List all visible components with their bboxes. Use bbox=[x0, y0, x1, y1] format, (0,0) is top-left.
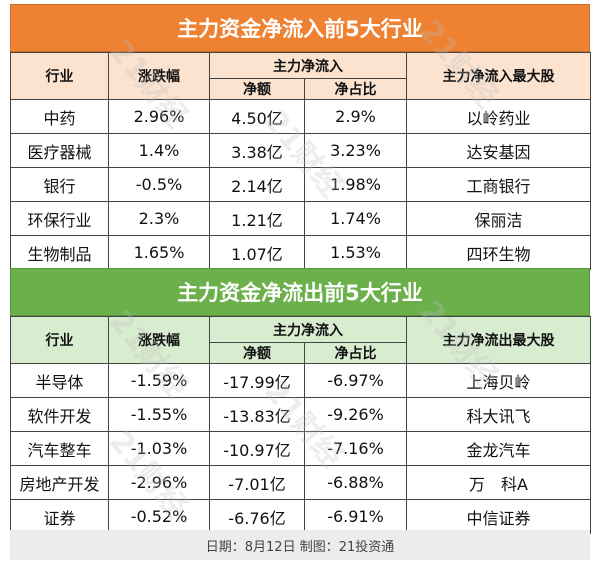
cell-stock: 金龙汽车 bbox=[406, 431, 591, 466]
cell-ratio: -6.91% bbox=[304, 499, 407, 534]
header-netflow-group: 主力净流入 bbox=[209, 52, 407, 79]
cell-change: -0.52% bbox=[108, 499, 210, 534]
cell-stock: 达安基因 bbox=[406, 133, 591, 168]
cell-amount: -17.99亿 bbox=[209, 363, 305, 398]
cell-amount: -13.83亿 bbox=[209, 397, 305, 432]
cell-ratio: 1.74% bbox=[304, 201, 407, 236]
cell-stock: 中信证券 bbox=[406, 499, 591, 534]
header-netflow-group: 主力净流入 bbox=[209, 316, 407, 343]
cell-industry: 软件开发 bbox=[10, 397, 109, 432]
cell-industry: 环保行业 bbox=[10, 201, 109, 236]
cell-stock: 四环生物 bbox=[406, 235, 591, 270]
cell-stock: 以岭药业 bbox=[406, 99, 591, 134]
inflow-subheader-row: 净额 净占比 bbox=[11, 78, 591, 100]
header-change: 涨跌幅 bbox=[108, 316, 210, 364]
cell-amount: 3.38亿 bbox=[209, 133, 305, 168]
cell-amount: 1.07亿 bbox=[209, 235, 305, 270]
footer-credit: 日期：8月12日 制图：21投资通 bbox=[10, 530, 590, 560]
cell-change: -1.59% bbox=[108, 363, 210, 398]
cell-ratio: -9.26% bbox=[304, 397, 407, 432]
cell-industry: 医疗器械 bbox=[10, 133, 109, 168]
table-row: 证券 -0.52% -6.76亿 -6.91% 中信证券 bbox=[10, 499, 591, 534]
cell-industry: 证券 bbox=[10, 499, 109, 534]
cell-industry: 房地产开发 bbox=[10, 465, 109, 500]
cell-change: -2.96% bbox=[108, 465, 210, 500]
cell-stock: 上海贝岭 bbox=[406, 363, 591, 398]
cell-ratio: 2.9% bbox=[304, 99, 407, 134]
table-row: 软件开发 -1.55% -13.83亿 -9.26% 科大讯飞 bbox=[10, 397, 591, 432]
table-row: 环保行业 2.3% 1.21亿 1.74% 保丽洁 bbox=[10, 201, 591, 236]
cell-industry: 中药 bbox=[10, 99, 109, 134]
outflow-title: 主力资金净流出前5大行业 bbox=[10, 268, 590, 316]
cell-amount: 4.50亿 bbox=[209, 99, 305, 134]
inflow-section: 主力资金净流入前5大行业 行业 涨跌幅 主力净流入 主力净流入最大股 净额 净占… bbox=[10, 4, 591, 270]
table-row: 银行 -0.5% 2.14亿 1.98% 工商银行 bbox=[10, 167, 591, 202]
cell-industry: 半导体 bbox=[10, 363, 109, 398]
outflow-subheader-row: 净额 净占比 bbox=[11, 342, 591, 364]
inflow-header-row: 行业 涨跌幅 主力净流入 主力净流入最大股 bbox=[10, 52, 591, 100]
inflow-table: 行业 涨跌幅 主力净流入 主力净流入最大股 净额 净占比 中药 2.96% 4.… bbox=[10, 52, 591, 270]
table-row: 生物制品 1.65% 1.07亿 1.53% 四环生物 bbox=[10, 235, 591, 270]
outflow-header-row: 行业 涨跌幅 主力净流入 主力净流出最大股 bbox=[10, 316, 591, 364]
cell-change: -1.03% bbox=[108, 431, 210, 466]
header-industry: 行业 bbox=[10, 316, 109, 364]
cell-ratio: -6.97% bbox=[304, 363, 407, 398]
header-ratio: 净占比 bbox=[304, 342, 407, 364]
cell-stock: 万 科A bbox=[406, 465, 591, 500]
cell-stock: 科大讯飞 bbox=[406, 397, 591, 432]
cell-change: 1.4% bbox=[108, 133, 210, 168]
cell-industry: 汽车整车 bbox=[10, 431, 109, 466]
cell-change: -0.5% bbox=[108, 167, 210, 202]
header-amount: 净额 bbox=[209, 342, 305, 364]
header-ratio: 净占比 bbox=[304, 78, 407, 100]
header-industry: 行业 bbox=[10, 52, 109, 100]
inflow-title: 主力资金净流入前5大行业 bbox=[10, 4, 590, 52]
cell-amount: -6.76亿 bbox=[209, 499, 305, 534]
cell-ratio: 1.98% bbox=[304, 167, 407, 202]
cell-industry: 生物制品 bbox=[10, 235, 109, 270]
cell-amount: -7.01亿 bbox=[209, 465, 305, 500]
cell-change: 1.65% bbox=[108, 235, 210, 270]
cell-amount: 2.14亿 bbox=[209, 167, 305, 202]
table-row: 中药 2.96% 4.50亿 2.9% 以岭药业 bbox=[10, 99, 591, 134]
cell-change: -1.55% bbox=[108, 397, 210, 432]
header-change: 涨跌幅 bbox=[108, 52, 210, 100]
cell-ratio: 3.23% bbox=[304, 133, 407, 168]
outflow-table: 行业 涨跌幅 主力净流入 主力净流出最大股 净额 净占比 半导体 -1.59% … bbox=[10, 316, 591, 534]
table-row: 医疗器械 1.4% 3.38亿 3.23% 达安基因 bbox=[10, 133, 591, 168]
header-top-stock: 主力净流出最大股 bbox=[406, 316, 591, 364]
cell-ratio: -6.88% bbox=[304, 465, 407, 500]
cell-change: 2.3% bbox=[108, 201, 210, 236]
cell-change: 2.96% bbox=[108, 99, 210, 134]
cell-stock: 工商银行 bbox=[406, 167, 591, 202]
cell-stock: 保丽洁 bbox=[406, 201, 591, 236]
cell-amount: -10.97亿 bbox=[209, 431, 305, 466]
outflow-section: 主力资金净流出前5大行业 行业 涨跌幅 主力净流入 主力净流出最大股 净额 净占… bbox=[10, 268, 591, 534]
cell-ratio: 1.53% bbox=[304, 235, 407, 270]
cell-industry: 银行 bbox=[10, 167, 109, 202]
table-row: 汽车整车 -1.03% -10.97亿 -7.16% 金龙汽车 bbox=[10, 431, 591, 466]
table-row: 半导体 -1.59% -17.99亿 -6.97% 上海贝岭 bbox=[10, 363, 591, 398]
cell-ratio: -7.16% bbox=[304, 431, 407, 466]
header-amount: 净额 bbox=[209, 78, 305, 100]
table-row: 房地产开发 -2.96% -7.01亿 -6.88% 万 科A bbox=[10, 465, 591, 500]
header-top-stock: 主力净流入最大股 bbox=[406, 52, 591, 100]
cell-amount: 1.21亿 bbox=[209, 201, 305, 236]
